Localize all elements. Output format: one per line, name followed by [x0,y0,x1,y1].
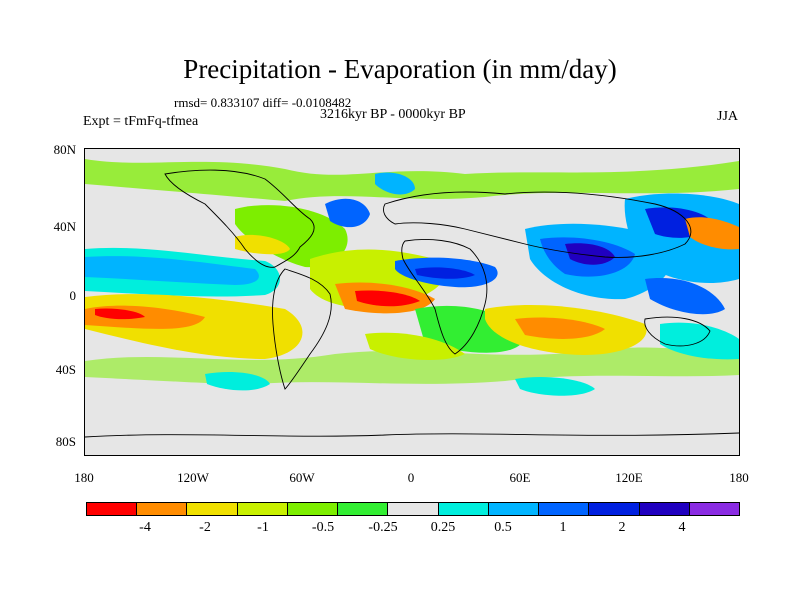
precip-evap-field [85,159,739,438]
lat-tick-40s: 40S [55,362,76,377]
colorbar-label: 2 [618,520,626,535]
colorbar-label: 0.5 [494,520,512,535]
plot-title: Precipitation - Evaporation (in mm/day) [183,54,617,84]
lon-tick-120w: 120W [177,470,209,485]
colorbar-swatch [639,503,690,515]
lat-tick-80s: 80S [55,434,76,449]
colorbar-swatch [438,503,489,515]
colorbar-swatch [187,503,238,515]
lat-tick-40n: 40N [53,219,76,234]
lon-tick-180w: 180 [74,470,94,485]
colorbar-label: 4 [678,520,686,535]
colorbar-swatch [137,503,188,515]
colorbar-swatch [388,503,439,515]
colorbar-label: -2 [199,520,211,535]
map-panel [84,148,740,456]
lon-tick-0: 0 [407,470,415,485]
colorbar-label: -0.5 [311,520,335,535]
coastlines [85,169,739,438]
colorbar-swatch [539,503,590,515]
lon-tick-120e: 120E [615,470,643,485]
colorbar-label: -4 [139,520,151,535]
colorbar-label: -1 [257,520,269,535]
lon-tick-60w: 60W [289,470,315,485]
season-label: JJA [717,109,739,124]
colorbar-swatch [488,503,540,515]
colorbar-swatch [589,503,640,515]
lon-tick-180e: 180 [729,470,749,485]
lat-tick-80n: 80N [53,142,76,157]
stats-label: rmsd= 0.833107 diff= -0.0108482 [174,95,352,110]
lon-tick-60e: 60E [509,470,531,485]
colorbar-swatch [689,503,740,515]
colorbar-swatch [87,503,138,515]
experiment-label: Expt = tFmFq-tfmea [83,114,199,129]
lat-tick-0: 0 [69,288,77,303]
colorbar [86,502,740,516]
colorbar-label: -0.25 [368,520,398,535]
colorbar-swatch [237,503,288,515]
colorbar-swatch [287,503,339,515]
colorbar-swatch [338,503,389,515]
period-label: 3216kyr BP - 0000kyr BP [320,107,466,122]
colorbar-label: 1 [559,520,567,535]
colorbar-label: 0.25 [430,520,456,535]
